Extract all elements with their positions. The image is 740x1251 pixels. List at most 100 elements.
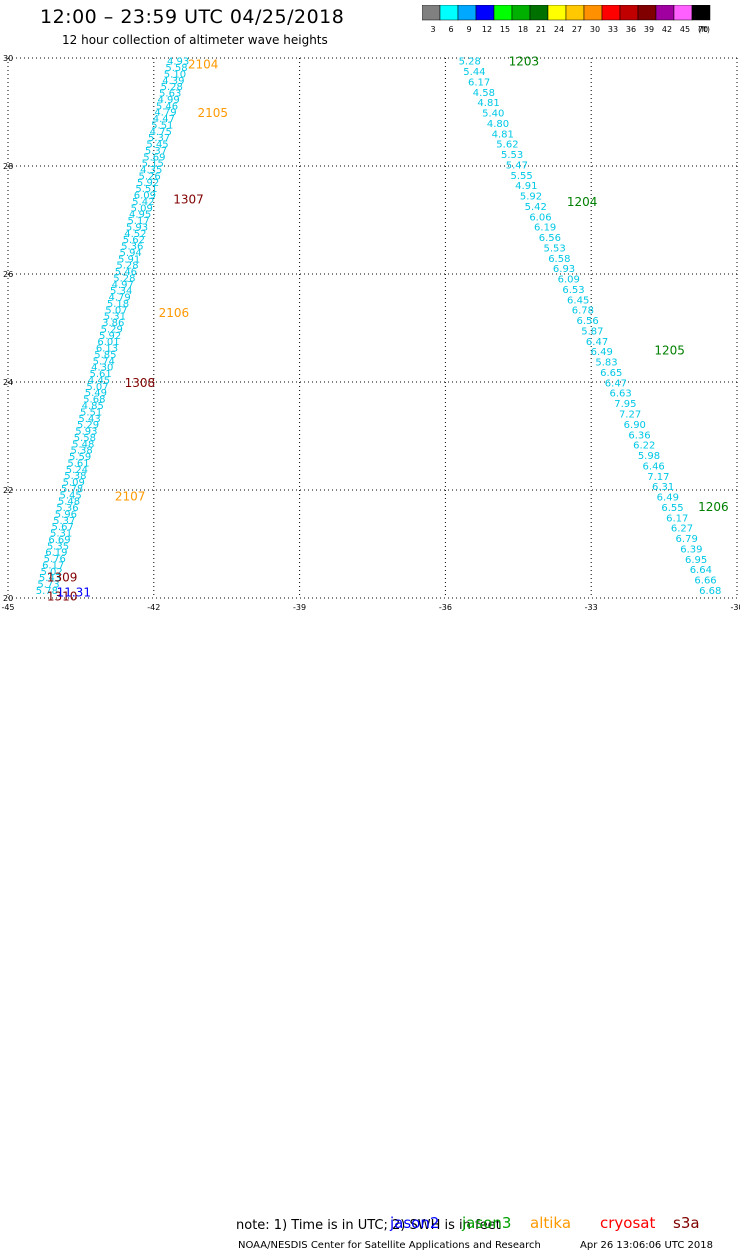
wave-height-value: 5.15 — [142, 159, 164, 170]
wave-height-value: 6.56 — [576, 316, 598, 327]
wave-height-value: 6.31 — [652, 482, 674, 493]
wave-height-value: 6.78 — [572, 306, 594, 317]
track-time-label: 2107 — [115, 489, 146, 503]
wave-height-value: 4.99 — [157, 95, 179, 106]
wave-height-value: 5.53 — [543, 243, 565, 254]
wave-height-value: 5.18 — [107, 299, 129, 310]
wave-height-value: 5.74 — [93, 356, 115, 367]
wave-height-value: 4.91 — [515, 181, 537, 192]
wave-height-value: 5.59 — [69, 452, 91, 463]
wave-height-value: 5.36 — [121, 242, 143, 253]
wave-height-value: 5.37 — [148, 133, 170, 144]
wave-height-value: 7.17 — [647, 472, 669, 483]
wave-height-value: 6.56 — [539, 233, 561, 244]
track-time-label: 1203 — [509, 55, 540, 69]
wave-height-value: 5.07 — [105, 305, 127, 316]
wave-height-value: 6.49 — [657, 493, 679, 504]
wave-height-value: 4.85 — [82, 401, 104, 412]
wave-height-value: 4.58 — [473, 88, 495, 99]
wave-height-value: 6.68 — [699, 586, 721, 597]
track-time-label: 1310 — [47, 589, 78, 603]
wave-height-value: 5.47 — [506, 160, 528, 171]
wave-height-value: 6.17 — [666, 513, 688, 524]
wave-height-value: 5.69 — [143, 152, 165, 163]
wave-height-value: 5.35 — [47, 541, 69, 552]
wave-height-value: 5.61 — [89, 369, 111, 380]
track-time-label: 1206 — [698, 500, 729, 514]
legend-label: 18 — [518, 25, 528, 34]
wave-height-value: 5.31 — [50, 529, 72, 540]
wave-height-value: 5.24 — [66, 465, 88, 476]
wave-height-value: 5.92 — [99, 331, 121, 342]
wave-height-value: 6.09 — [558, 275, 580, 286]
wave-height-value: 5.37 — [53, 516, 75, 527]
wave-height-value: 5.92 — [137, 178, 159, 189]
wave-height-value: 6.27 — [671, 524, 693, 535]
wave-height-value: 5.58 — [74, 433, 96, 444]
wave-height-value: 6.63 — [610, 389, 632, 400]
wave-height-value: 6.17 — [468, 77, 490, 88]
track-time-label: 1307 — [173, 192, 204, 206]
wave-height-value: 5.46 — [115, 267, 137, 278]
wave-height-value: 5.31 — [104, 312, 126, 323]
footer: note: 1) Time is in UTC; 2) SWH is in fe… — [0, 606, 740, 1251]
wave-height-value: 5.42 — [525, 202, 547, 213]
track-time-label: 1204 — [567, 195, 598, 209]
legend-unit: (ft) — [698, 25, 710, 34]
wave-height-value: 5.28 — [161, 82, 183, 93]
chart-title: 12:00 – 23:59 UTC 04/25/2018 — [40, 6, 345, 28]
wave-height-value: 5.44 — [463, 67, 485, 78]
track-time-label: 2104 — [188, 57, 219, 71]
wave-height-value: 5.09 — [63, 478, 85, 489]
wave-height-value: 5.92 — [520, 192, 542, 203]
footer-note: note: 1) Time is in UTC; 2) SWH is in fe… — [236, 1218, 501, 1233]
wave-height-value: 5.09 — [131, 203, 153, 214]
wave-height-value: 5.51 — [151, 120, 173, 131]
chart-subtitle: 12 hour collection of altimeter wave hei… — [62, 33, 328, 47]
wave-height-value: 5.93 — [126, 222, 148, 233]
wave-height-value: 5.91 — [118, 254, 140, 265]
wave-height-value: 6.66 — [694, 576, 716, 587]
wave-height-value: 6.65 — [600, 368, 622, 379]
wave-height-value: 4.81 — [477, 98, 499, 109]
wave-height-value: 5.45 — [146, 140, 168, 151]
wave-height-value: 5.49 — [85, 388, 107, 399]
y-tick-label: 28 — [3, 162, 13, 171]
wave-height-value: 5.53 — [501, 150, 523, 161]
legend-swatch — [691, 5, 711, 21]
wave-height-value: 4.52 — [124, 229, 146, 240]
x-tick-label: -30 — [730, 603, 740, 612]
wave-height-value: 5.78 — [36, 586, 58, 597]
wave-height-value: 5.93 — [75, 427, 97, 438]
wave-height-value: 5.10 — [164, 69, 186, 80]
mission-jason3: jason3 — [462, 1214, 512, 1232]
legend-label: 42 — [662, 25, 672, 34]
wave-height-value: 5.51 — [80, 407, 102, 418]
wave-height-value: 5.37 — [145, 146, 167, 157]
wave-height-value: 5.96 — [55, 509, 77, 520]
wave-height-value: 4.93 — [167, 57, 189, 68]
legend-label: 30 — [590, 25, 600, 34]
wave-height-value: 4.75 — [150, 127, 172, 138]
wave-height-value: 6.64 — [690, 565, 712, 576]
legend-label: 33 — [608, 25, 618, 34]
wave-height-value: 6.17 — [42, 560, 64, 571]
wave-height-value: 4.97 — [112, 280, 134, 291]
generated-timestamp: Apr 26 13:06:06 UTC 2018 — [580, 1240, 713, 1251]
wave-height-value: 5.17 — [127, 216, 149, 227]
wave-height-value: 5.58 — [165, 63, 187, 74]
wave-height-value: 7.95 — [614, 399, 636, 410]
legend-label: 39 — [644, 25, 654, 34]
wave-height-value: 4.45 — [88, 375, 110, 386]
wave-height-value: 6.45 — [567, 295, 589, 306]
y-tick-label: 24 — [3, 378, 13, 387]
wave-height-value: 6.95 — [685, 555, 707, 566]
track-time-label: 2106 — [159, 306, 190, 320]
wave-height-value: 5.28 — [113, 273, 135, 284]
wave-height-value: 5.45 — [59, 490, 81, 501]
mission-jason2: jason2 — [390, 1214, 440, 1232]
wave-height-value: 5.26 — [139, 171, 161, 182]
wave-height-value: 5.61 — [67, 458, 89, 469]
wave-height-value: 6.49 — [591, 347, 613, 358]
wave-height-value: 6.13 — [96, 344, 118, 355]
